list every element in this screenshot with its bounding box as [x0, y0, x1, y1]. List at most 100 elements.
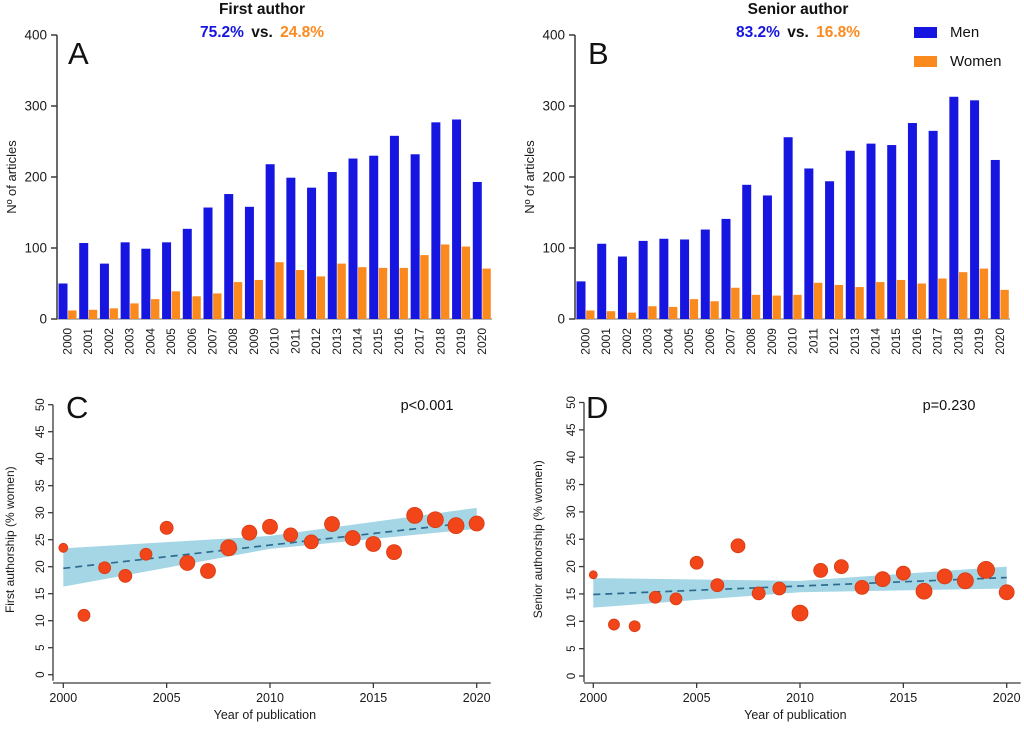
- bar-women-B-2004: [668, 306, 678, 319]
- x-tick-label-A-2014: 2014: [351, 328, 365, 355]
- bar-women-A-2008: [233, 282, 243, 319]
- point-D-2005: [689, 555, 704, 570]
- bar-men-B-2007: [721, 218, 731, 319]
- x-tick-label-A-2015: 2015: [371, 328, 385, 355]
- point-C-2017: [406, 506, 424, 524]
- x-tick-label-A-2003: 2003: [123, 328, 137, 355]
- bar-men-A-2000: [58, 283, 68, 319]
- bar-men-B-2009: [762, 195, 772, 319]
- bar-chart-first-author: 0 100 200 300 400 2000 2001 2002 2003 2004 2005 200…: [4, 28, 492, 355]
- bar-men-A-2013: [327, 172, 337, 319]
- scatter-first-authorship: 0 5 10 15 20 25 30 35 40 45 50 2000 2005 2010 2015 2020…: [3, 398, 491, 722]
- panel-a-subtitle: 75.2% vs. 24.8%: [112, 24, 412, 42]
- bar-men-B-2016: [907, 123, 917, 319]
- y-tick-label-C-5: 5: [35, 644, 47, 650]
- bar-women-A-2002: [109, 308, 118, 319]
- bar-men-B-2004: [659, 238, 669, 319]
- legend-label-women: Women: [950, 53, 1002, 70]
- y-tick-label-D-5: 5: [566, 645, 578, 651]
- x-tick-label-B-2002: 2002: [620, 328, 634, 355]
- bar-women-A-2020: [482, 268, 491, 319]
- bar-women-A-2009: [254, 279, 263, 319]
- bar-women-A-2010: [275, 262, 284, 319]
- y-tick-label-D-35: 35: [566, 478, 578, 491]
- x-tick-label-B-2005: 2005: [682, 328, 696, 355]
- bar-men-B-2001: [597, 243, 607, 319]
- x-tick-label-B-2003: 2003: [641, 328, 655, 355]
- bar-women-A-2007: [213, 293, 222, 319]
- bar-men-A-2014: [348, 158, 358, 319]
- y-tick-label-C-15: 15: [35, 587, 47, 600]
- point-C-2004: [139, 547, 153, 561]
- x-tick-label-B-2011: 2011: [806, 328, 820, 354]
- x-tick-label-A-2012: 2012: [309, 328, 323, 355]
- bar-women-A-2011: [295, 270, 305, 319]
- bar-men-B-2015: [887, 145, 897, 319]
- legend: Men Women: [914, 25, 1001, 83]
- point-D-2000: [588, 570, 598, 580]
- x-tick-label-A-2007: 2007: [206, 328, 220, 355]
- x-tick-label-C-2015: 2015: [359, 691, 387, 705]
- trend-line-C: [63, 521, 477, 570]
- y-tick-label-A-200: 200: [24, 170, 47, 185]
- x-tick-label-B-2020: 2020: [993, 328, 1007, 355]
- x-tick-label-A-2006: 2006: [185, 328, 199, 355]
- point-C-2006: [179, 555, 196, 571]
- scatter-senior-authorship: 0 5 10 15 20 25 30 35 40 45 50 2000 2005 2010 2015 2020…: [531, 396, 1021, 722]
- bar-men-A-2015: [369, 155, 379, 319]
- x-tick-label-B-2000: 2000: [579, 328, 593, 355]
- y-tick-label-D-50: 50: [566, 396, 578, 409]
- y-tick-label-A-100: 100: [24, 241, 47, 256]
- bar-women-B-2005: [689, 299, 699, 319]
- x-tick-label-B-2009: 2009: [765, 328, 779, 355]
- y-tick-label-D-30: 30: [566, 506, 578, 519]
- x-tick-label-A-2001: 2001: [81, 328, 95, 355]
- bar-men-A-2017: [410, 154, 420, 319]
- panel-a-vs-label: vs.: [251, 24, 273, 41]
- bar-women-A-2005: [171, 291, 181, 319]
- point-C-2011: [283, 527, 299, 543]
- y-tick-label-A-0: 0: [39, 312, 47, 327]
- panel-b-men-pct: 83.2%: [735, 24, 780, 41]
- bar-men-B-2012: [825, 181, 835, 319]
- point-C-2002: [98, 561, 112, 575]
- bar-men-B-2002: [617, 256, 627, 319]
- bar-women-A-2016: [399, 267, 408, 319]
- bar-women-B-2016: [917, 283, 926, 319]
- x-tick-label-A-2000: 2000: [61, 328, 75, 355]
- bar-men-A-2001: [79, 243, 89, 319]
- point-C-2007: [200, 563, 216, 579]
- women-color-swatch: [914, 56, 937, 67]
- x-tick-label-C-2005: 2005: [153, 691, 181, 705]
- x-tick-label-B-2006: 2006: [703, 328, 717, 355]
- x-tick-label-A-2020: 2020: [475, 328, 489, 355]
- bar-women-B-2013: [855, 287, 864, 319]
- point-C-2012: [303, 534, 319, 550]
- bar-women-A-2003: [130, 303, 139, 319]
- bar-men-B-2017: [928, 130, 938, 319]
- x-tick-label-C-2000: 2000: [49, 691, 77, 705]
- bar-women-A-2014: [358, 267, 367, 319]
- y-axis-title-A: Nº of articles: [4, 140, 19, 214]
- bar-men-B-2013: [845, 150, 855, 319]
- bar-women-B-2009: [772, 295, 781, 319]
- point-D-2014: [874, 571, 891, 588]
- x-tick-label-D-2015: 2015: [889, 691, 917, 705]
- bar-men-A-2007: [203, 207, 213, 319]
- bar-men-A-2019: [452, 119, 462, 320]
- bar-women-B-2017: [938, 278, 947, 319]
- bar-women-B-2001: [606, 311, 616, 319]
- panel-b-title: Senior author: [747, 1, 849, 18]
- y-tick-label-C-35: 35: [35, 479, 47, 492]
- panel-d-pvalue: p=0.230: [922, 398, 976, 414]
- bar-women-B-2019: [979, 268, 989, 319]
- x-tick-label-A-2004: 2004: [143, 328, 157, 355]
- point-D-2003: [648, 590, 662, 604]
- bar-chart-senior-author: 0 100 200 300 400 2000 2001 2002 2003 2004 2005 200…: [522, 28, 1010, 355]
- point-C-2018: [426, 511, 444, 529]
- bar-men-B-2000: [576, 281, 586, 319]
- point-C-2020: [468, 515, 485, 532]
- bar-men-A-2005: [162, 242, 172, 319]
- bar-women-B-2012: [834, 284, 844, 319]
- point-C-2010: [262, 518, 278, 535]
